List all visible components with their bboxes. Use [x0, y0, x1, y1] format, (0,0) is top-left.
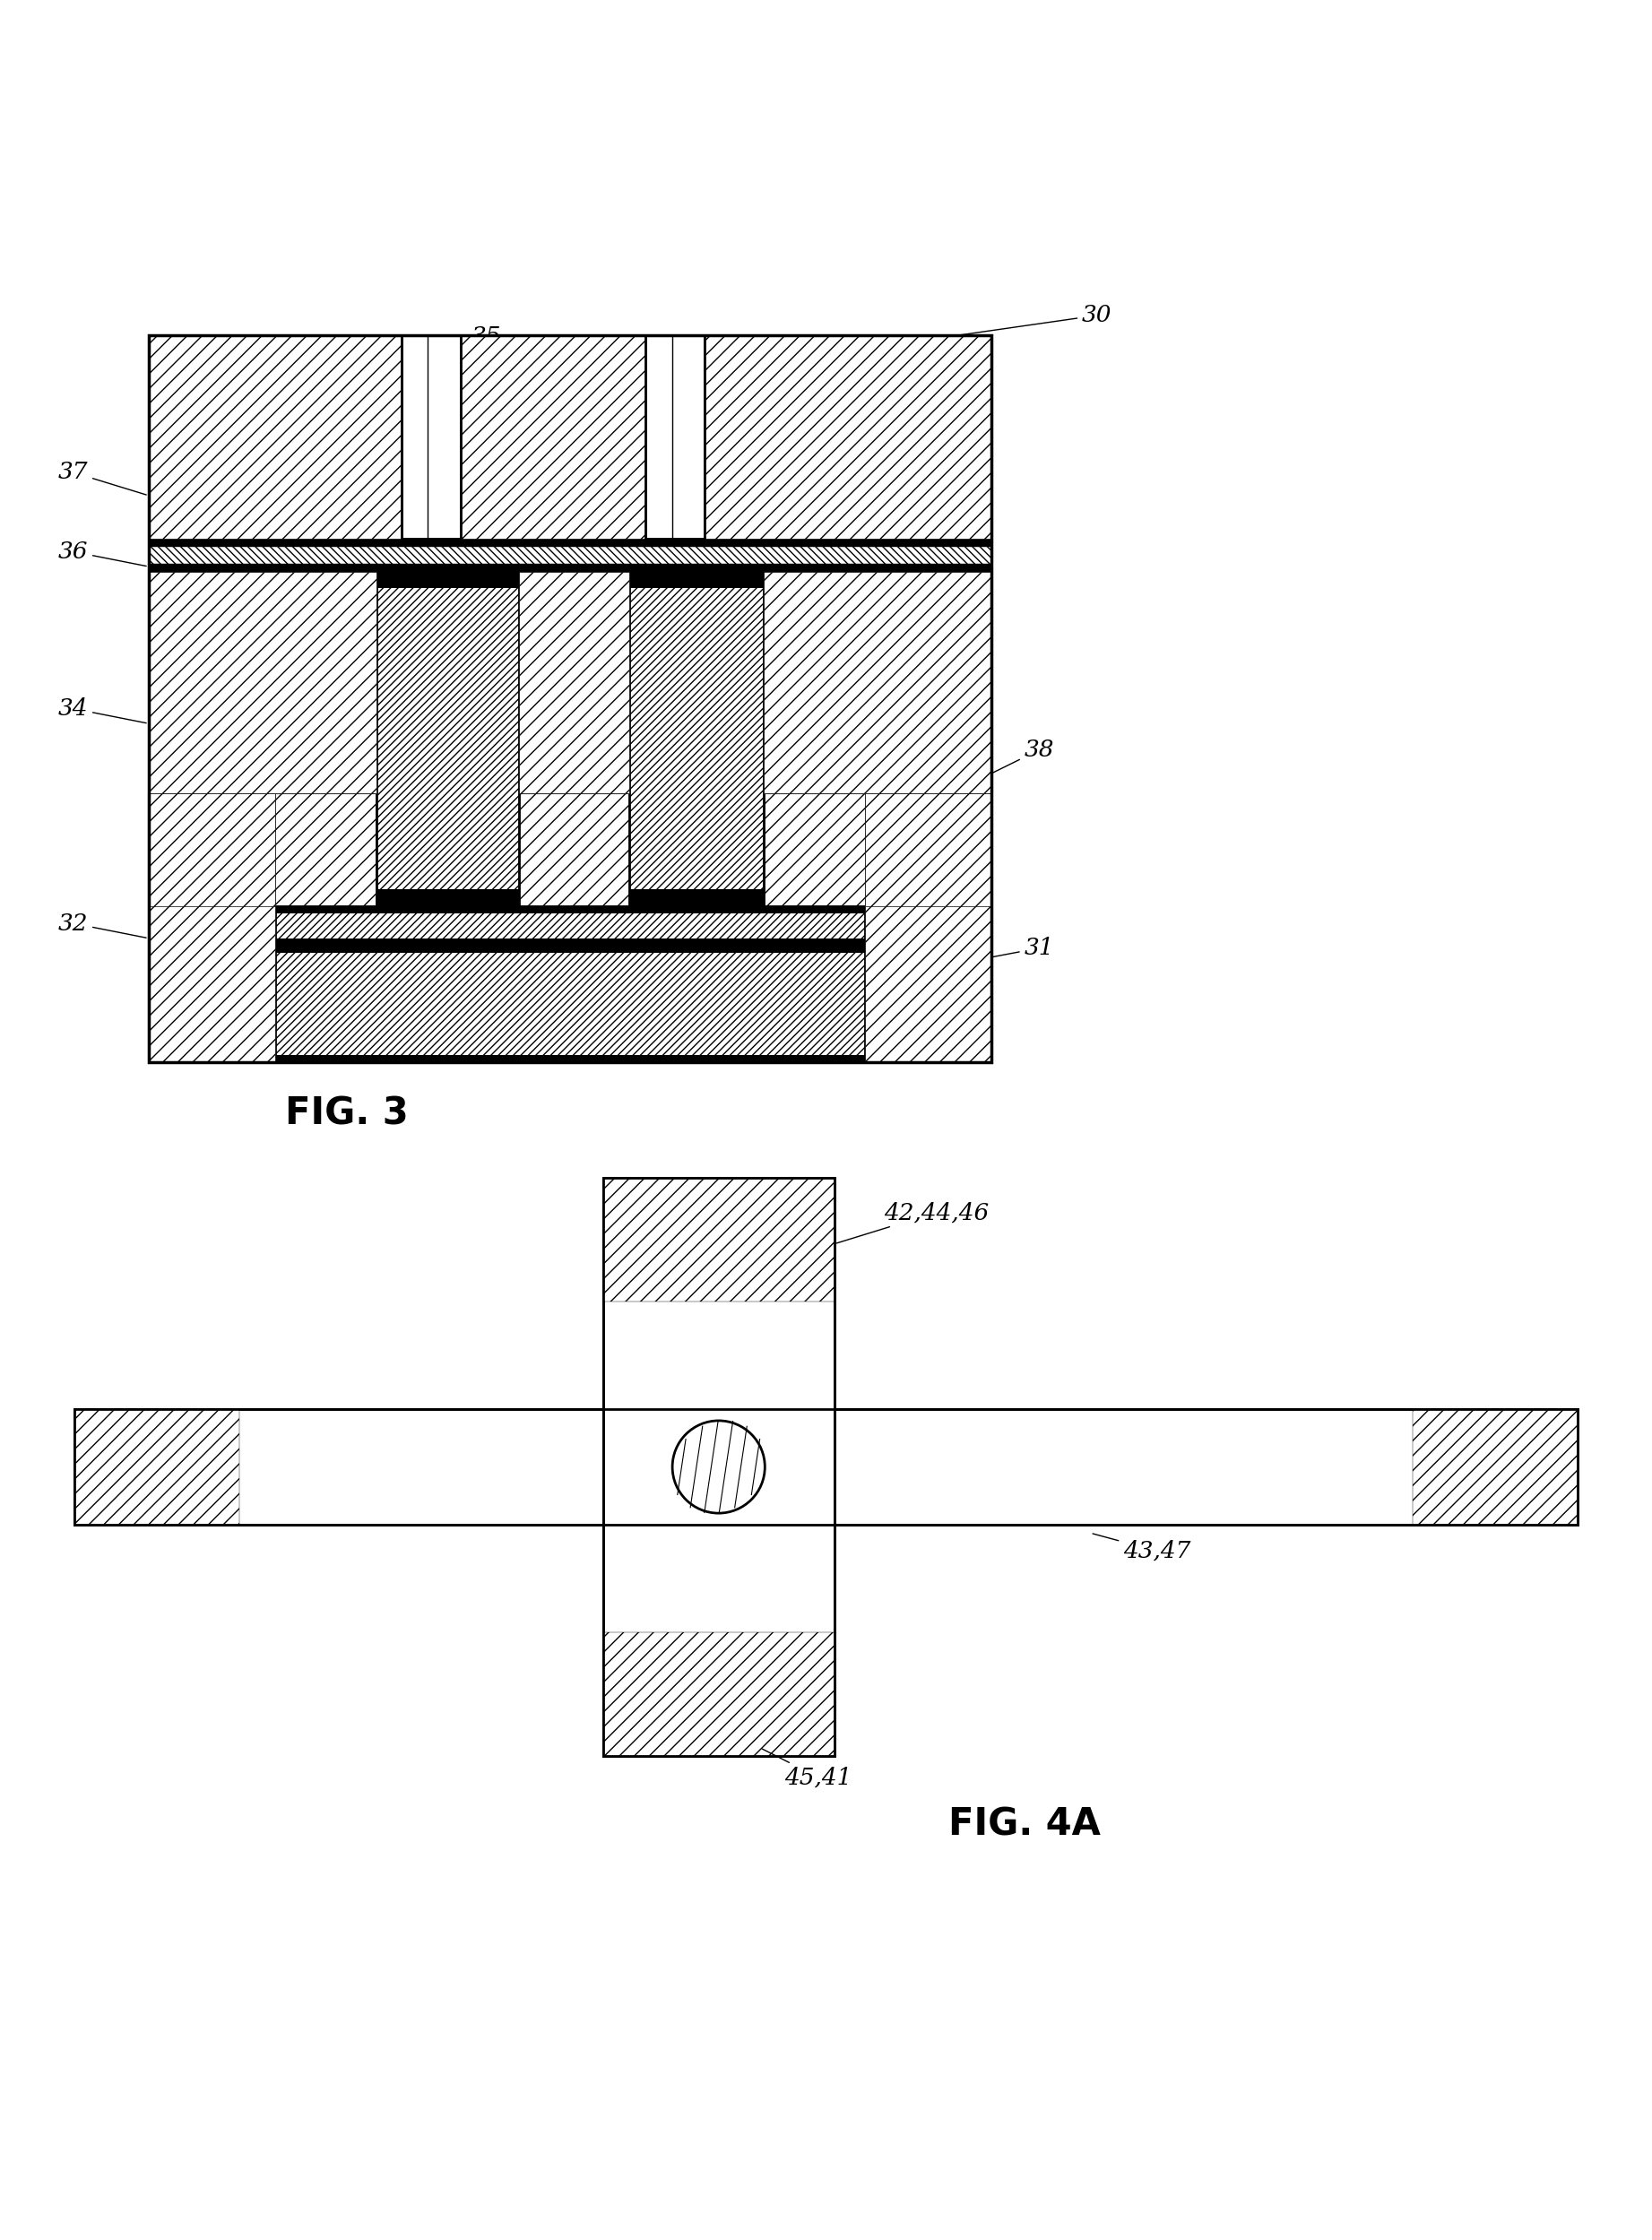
Text: FIG. 3: FIG. 3 [286, 1095, 408, 1133]
Bar [274, 945, 866, 1062]
Bar [603, 1633, 834, 1756]
Text: 37: 37 [58, 461, 147, 495]
Text: 42,44,46: 42,44,46 [836, 1201, 990, 1243]
Bar [1412, 1409, 1578, 1525]
Text: 35a: 35a [190, 334, 304, 383]
Bar [629, 571, 763, 589]
Bar [274, 905, 866, 945]
Bar [149, 336, 991, 1062]
Bar [274, 1055, 866, 1062]
Bar [629, 889, 763, 905]
Bar [603, 1178, 834, 1756]
Bar [149, 793, 274, 905]
Bar [149, 793, 991, 1062]
Bar [149, 547, 991, 564]
Bar [519, 571, 629, 793]
Text: 32: 32 [58, 912, 147, 939]
Bar [149, 336, 991, 540]
Bar [629, 571, 763, 905]
Text: 36: 36 [58, 540, 147, 567]
Bar [377, 571, 519, 589]
Bar [401, 336, 461, 540]
Bar [149, 540, 991, 571]
Text: FIG. 4A: FIG. 4A [948, 1805, 1100, 1844]
Text: 35b: 35b [578, 345, 623, 383]
Circle shape [672, 1420, 765, 1514]
Bar [274, 905, 866, 914]
Bar [274, 939, 866, 945]
Text: 30: 30 [960, 305, 1112, 336]
Bar [149, 547, 991, 564]
Text: 34: 34 [58, 697, 147, 724]
Bar [603, 1178, 834, 1301]
Bar [377, 571, 519, 905]
Bar [149, 336, 401, 540]
Text: 38: 38 [927, 739, 1054, 804]
Bar [763, 571, 991, 793]
Bar [74, 1409, 240, 1525]
Bar [74, 1409, 1578, 1525]
Text: 43,47: 43,47 [1092, 1534, 1191, 1561]
Bar [461, 336, 646, 540]
Bar [274, 945, 866, 952]
Bar [866, 793, 991, 905]
Bar [603, 1178, 834, 1756]
Bar [149, 571, 377, 793]
Text: 45,41: 45,41 [762, 1749, 852, 1788]
Bar [646, 336, 705, 540]
Bar [646, 336, 705, 540]
Bar [377, 571, 519, 905]
Bar [401, 336, 461, 540]
Bar [629, 571, 763, 905]
Bar [274, 905, 866, 945]
Bar [149, 793, 274, 1062]
Bar [274, 945, 866, 1062]
Bar [74, 1409, 1578, 1525]
Text: 31: 31 [919, 936, 1054, 970]
Bar [866, 793, 991, 1062]
Bar [705, 336, 991, 540]
Text: 35: 35 [471, 325, 501, 365]
Bar [149, 571, 991, 793]
Bar [377, 889, 519, 905]
